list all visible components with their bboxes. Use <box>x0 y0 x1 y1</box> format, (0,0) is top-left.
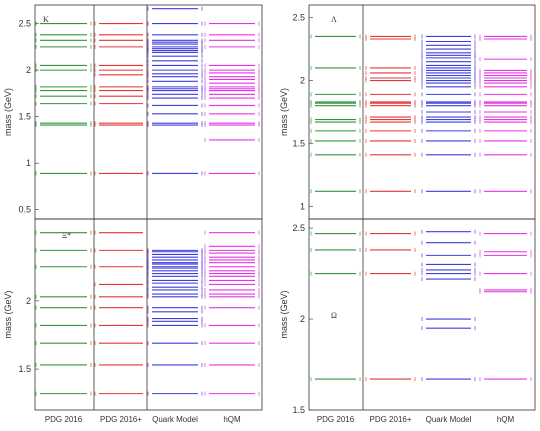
series-pdg2016plus <box>365 34 416 194</box>
series-pdg2016 <box>310 34 361 194</box>
panel-1: 1 1.5 2 2.5 mass (GeV) Λ <box>279 4 536 220</box>
y-tick-label: 1.5 <box>18 364 31 374</box>
panel-frame <box>308 218 536 411</box>
panel-title: Λ <box>331 15 337 24</box>
y-tick-label: 1.5 <box>292 405 305 415</box>
y-tick-label: 2.5 <box>292 13 305 23</box>
x-category-label: Quark Model <box>426 415 472 424</box>
series-quark_model <box>147 248 203 396</box>
y-axis-label: mass (GeV) <box>3 88 13 136</box>
series-pdg2016 <box>35 21 92 176</box>
panel-frame <box>34 218 263 411</box>
y-axis-label: mass (GeV) <box>279 88 289 136</box>
series-hqm <box>204 21 260 176</box>
y-tick-label: 2 <box>300 314 305 324</box>
panel-3: 1.5 2 2.5 mass (GeV) Ω PDG 2016 PDG 2016+ Quark… <box>279 218 536 424</box>
y-tick-label: 1.5 <box>18 112 31 122</box>
y-tick-label: 1.5 <box>292 138 305 148</box>
series-quark_model <box>421 34 476 194</box>
x-category-label: PDG 2016 <box>45 415 83 424</box>
panel-title: Ξ* <box>62 231 71 240</box>
y-tick-label: 2 <box>300 76 305 86</box>
series-pdg2016plus <box>94 230 148 396</box>
y-tick-label: 1 <box>300 201 305 211</box>
panel-2: 1.5 2 mass (GeV) Ξ* PDG 2016 PDG 2016+ Quark M… <box>3 218 263 424</box>
y-tick-label: 2.5 <box>18 19 31 29</box>
x-category-label: hQM <box>497 415 515 424</box>
panel-frame <box>34 4 263 220</box>
y-tick-label: 0.5 <box>18 205 31 215</box>
series-pdg2016plus <box>94 21 148 176</box>
panel-0: 0.5 1 1.5 2 2.5 mass (GeV) K <box>3 4 263 220</box>
series-pdg2016 <box>35 230 92 396</box>
y-tick-label: 2.5 <box>292 223 305 233</box>
x-category-label: PDG 2016 <box>317 415 355 424</box>
panel-title: Ω <box>331 311 337 320</box>
series-hqm <box>479 231 532 382</box>
x-category-label: PDG 2016+ <box>100 415 142 424</box>
y-axis-label: mass (GeV) <box>279 290 289 338</box>
series-quark_model <box>147 6 203 176</box>
series-pdg2016 <box>310 231 361 382</box>
x-category-label: hQM <box>223 415 241 424</box>
series-hqm <box>479 34 532 194</box>
panel-title: K <box>43 15 49 24</box>
series-pdg2016plus <box>365 231 416 382</box>
y-axis-label: mass (GeV) <box>3 290 13 338</box>
series-quark_model <box>421 229 476 382</box>
series-hqm <box>204 230 260 396</box>
x-category-label: Quark Model <box>152 415 198 424</box>
x-category-label: PDG 2016+ <box>369 415 411 424</box>
y-tick-label: 2 <box>26 65 31 75</box>
y-tick-label: 2 <box>26 296 31 306</box>
y-tick-label: 1 <box>26 158 31 168</box>
